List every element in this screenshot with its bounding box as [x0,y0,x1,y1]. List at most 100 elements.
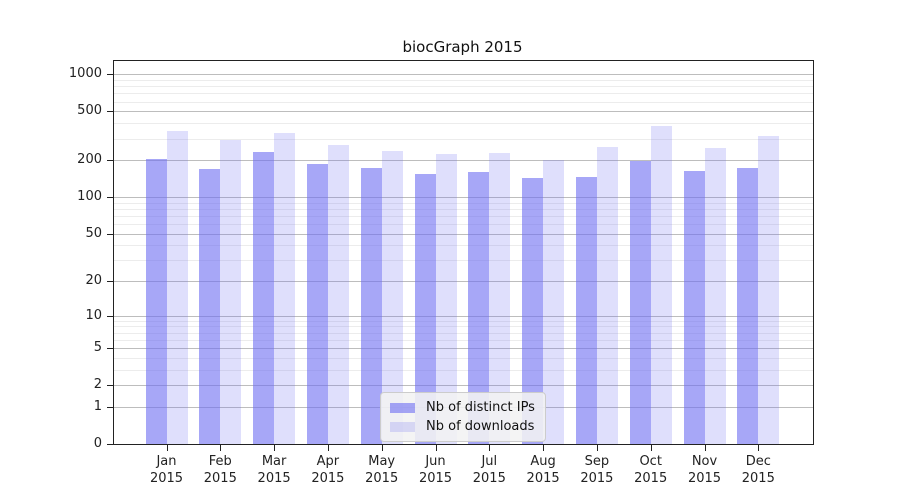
bar-downloads [596,147,618,444]
bar-distinct-ips [468,172,490,444]
y-axis-tick [107,348,113,350]
bar-distinct-ips [629,161,651,444]
x-axis-tick [381,445,383,451]
y-gridline-minor [114,208,813,210]
bar-distinct-ips [414,174,436,444]
y-gridline-major [114,197,813,199]
y-gridline-minor [114,339,813,341]
x-axis-tick-label: Oct 2015 [634,454,668,486]
bar-distinct-ips [360,167,382,444]
bar-distinct-ips [522,177,544,444]
bar-distinct-ips [575,177,597,444]
bar-distinct-ips [737,168,759,444]
x-axis-tick-label: Feb 2015 [203,454,237,486]
bar-distinct-ips [145,158,167,444]
y-axis-tick [107,160,113,162]
chart-title: biocGraph 2015 [402,38,523,56]
y-axis-tick [107,444,113,445]
y-gridline-major [114,385,813,387]
y-gridline-minor [114,80,813,81]
x-axis-tick [327,445,329,451]
y-axis-tick-label: 1 [93,398,102,414]
x-axis-tick-label: Apr 2015 [311,454,345,486]
y-gridline-minor [114,101,813,103]
legend-row-downloads: Nb of downloads [390,417,536,436]
y-axis-tick-label: 1000 [68,66,102,82]
bar-downloads [489,153,511,444]
bar-distinct-ips [199,169,221,444]
bar-downloads [704,148,726,444]
x-axis-tick-label: Aug 2015 [526,454,560,486]
x-axis-tick [704,445,706,451]
x-axis-tick [489,445,491,451]
y-axis-tick [107,385,113,387]
y-gridline-major [114,74,813,76]
y-gridline-major [114,315,813,317]
y-gridline-minor [114,224,813,225]
y-gridline-major [114,111,813,113]
y-gridline-minor [114,93,813,95]
x-axis-tick [650,445,652,451]
y-axis-tick [107,281,113,283]
bar-distinct-ips [683,170,705,444]
y-gridline-minor [114,245,813,247]
y-gridline-minor [114,260,813,262]
y-gridline-minor [114,357,813,359]
y-axis-tick [107,233,113,235]
y-gridline-minor [114,320,813,322]
y-axis-tick [107,315,113,317]
x-axis-tick-label: Nov 2015 [687,454,722,486]
legend: Nb of distinct IPs Nb of downloads [380,392,546,442]
x-axis-tick [435,445,437,451]
y-gridline-major [114,233,813,235]
y-axis-tick-label: 100 [77,189,102,205]
x-axis-tick [596,445,598,451]
bar-downloads [650,126,672,444]
legend-label-downloads: Nb of downloads [426,419,535,434]
x-axis-tick [543,445,545,451]
y-axis-tick-label: 200 [77,152,102,168]
x-axis-tick-label: Sep 2015 [580,454,614,486]
x-axis-tick [758,445,760,451]
y-gridline-major [114,281,813,283]
bar-downloads [327,145,349,444]
bar-downloads [220,140,242,444]
x-axis-tick [166,445,168,451]
y-gridline-major [114,348,813,350]
x-axis-tick-label: Jun 2015 [418,454,453,486]
legend-row-distinct-ips: Nb of distinct IPs [390,398,536,417]
y-gridline-minor [114,326,813,328]
y-axis-tick-label: 2 [93,377,102,393]
x-axis-tick-label: Jul 2015 [472,454,506,486]
x-axis-tick [220,445,222,451]
bar-distinct-ips [306,163,328,444]
plot-area: 0 1 2 5 10 20 50 100 200 500 1000 Jan 2015 Feb 2015 M… [69,60,814,486]
y-axis-tick [107,74,113,76]
y-gridline-minor [114,138,813,140]
y-gridline-minor [114,332,813,334]
y-axis-tick-label: 500 [77,103,102,119]
bar-downloads [543,159,565,444]
legend-swatch-distinct-ips [390,402,415,413]
bar-downloads [435,153,457,444]
bar-distinct-ips [253,152,275,444]
legend-swatch-downloads [390,421,415,432]
y-gridline-minor [114,202,813,204]
x-axis-tick [274,445,276,451]
y-gridline-major [114,160,813,162]
y-axis-tick [107,197,113,199]
y-axis-tick-label: 0 [93,436,102,451]
y-axis-tick-label: 5 [93,340,102,356]
x-axis-tick-label: Mar 2015 [257,454,291,486]
y-axis-tick-label: 20 [85,273,102,289]
y-gridline-minor [114,215,813,217]
y-gridline-minor [114,123,813,125]
bar-downloads [381,151,403,444]
x-axis-tick-label: Jan 2015 [149,454,184,486]
bar-downloads [274,132,296,444]
bar-downloads [166,131,188,444]
bar-downloads [758,136,780,444]
legend-label-distinct-ips: Nb of distinct IPs [426,400,535,415]
x-axis-tick-label: May 2015 [365,454,399,486]
